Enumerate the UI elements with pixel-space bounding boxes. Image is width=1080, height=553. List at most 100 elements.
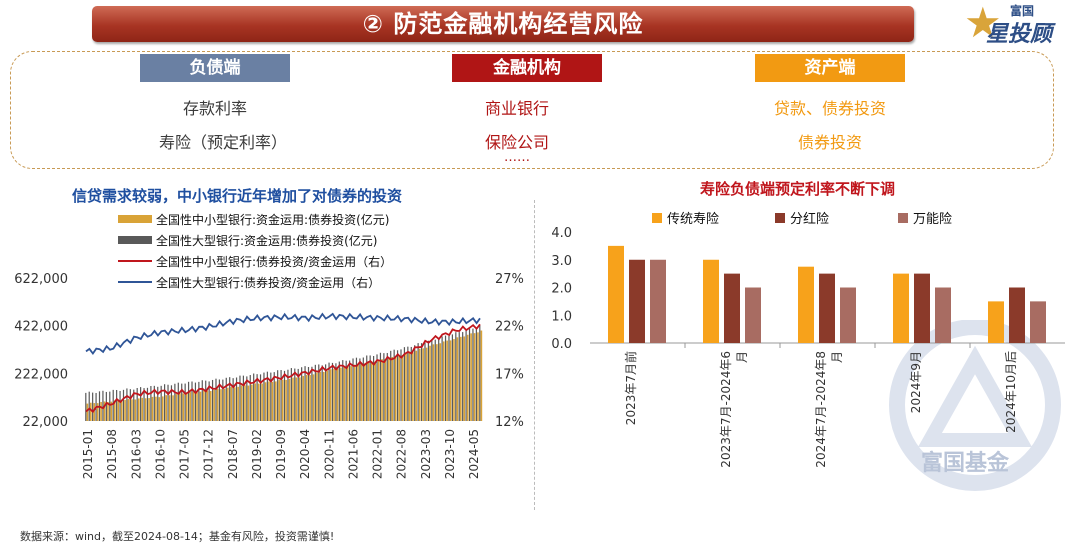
large-bank-bar [321, 365, 323, 421]
small-bank-bar [271, 381, 274, 421]
large-bank-bar [311, 366, 313, 421]
small-bank-bar [305, 374, 308, 421]
large-bank-bar [170, 385, 173, 421]
small-bank-bar [237, 386, 239, 421]
large-bank-bar [109, 391, 111, 421]
small-bank-bar [254, 383, 257, 421]
large-bank-bar [122, 389, 125, 421]
large-bank-bar [396, 350, 399, 421]
institution-ellipsis: …… [504, 150, 530, 165]
small-bank-bar [127, 399, 130, 421]
chart-divider [534, 200, 535, 510]
logo-top-text: 富国 [1010, 4, 1035, 18]
small-bank-bar [155, 396, 157, 421]
small-bank-bar [346, 366, 349, 421]
small-bank-bar [103, 401, 106, 421]
large-bank-bar [383, 353, 385, 421]
large-bank-bar [92, 392, 94, 421]
small-bank-bar [299, 377, 301, 421]
legend-swatch [118, 215, 152, 223]
small-bank-bar [206, 390, 209, 421]
small-bank-bar [120, 400, 123, 421]
x-category-label: 2023年7月-2024年6 月 [719, 351, 749, 468]
large-bank-bar [140, 387, 142, 421]
small-bank-bar [425, 347, 428, 421]
large-bank-bar [403, 347, 406, 421]
large-bank-bar [462, 332, 464, 421]
large-bank-bar [287, 369, 289, 421]
small-bank-bar [227, 387, 229, 421]
large-bank-bar [438, 338, 440, 421]
y-tick-label: 4.0 [551, 226, 572, 241]
large-bank-bar [259, 374, 262, 421]
large-bank-bar [218, 379, 221, 421]
bar-dividend [1009, 287, 1025, 343]
x-tick-label: 2024-05 [467, 429, 481, 479]
large-bank-bar [235, 377, 238, 421]
x-tick-label: 2021-06 [346, 429, 360, 479]
large-bank-bar [386, 352, 388, 421]
large-bank-bar [325, 364, 327, 421]
small-bank-bar [158, 397, 161, 421]
small-bank-bar [172, 395, 174, 421]
small-bank-bar [319, 371, 322, 421]
large-bank-ratio-line [85, 312, 481, 356]
large-bank-bar [283, 370, 286, 421]
large-bank-bar [472, 328, 474, 421]
large-bank-bar [208, 381, 210, 421]
small-bank-bar [213, 389, 215, 421]
small-bank-bar [415, 350, 418, 421]
large-bank-bar [307, 366, 310, 421]
large-bank-bar [331, 362, 334, 421]
large-bank-bar [143, 388, 145, 421]
legend-label: 全国性大型银行:债券投资/资金运用（右） [156, 275, 380, 290]
large-bank-bar [249, 375, 251, 421]
x-category-label: 2024年9月 [909, 351, 923, 413]
small-bank-bar [148, 398, 150, 421]
small-bank-bar [161, 396, 164, 421]
small-bank-bar [377, 360, 380, 421]
left-chart-title: 信贷需求较弱，中小银行近年增加了对债券的投资 [72, 187, 403, 205]
x-category-label-line: 2024年10月后 [1004, 351, 1018, 433]
bar-traditional [608, 245, 624, 343]
x-category-label-line: 2023年7月-2024年6 [719, 351, 733, 468]
large-bank-bar [174, 383, 176, 421]
small-bank-bar [223, 388, 226, 421]
small-bank-bar [285, 379, 287, 421]
large-bank-bar [417, 343, 419, 421]
small-bank-bar [350, 366, 353, 421]
bar-dividend [724, 273, 740, 343]
small-bank-bar [220, 389, 222, 421]
large-bank-bar [410, 346, 412, 421]
large-bank-bar [263, 372, 265, 421]
large-bank-bar [294, 368, 296, 421]
small-bank-bar [134, 399, 137, 421]
large-bank-bar [362, 357, 364, 421]
large-bank-bar [297, 368, 299, 421]
large-bank-bar [164, 384, 166, 421]
small-bank-bar [388, 358, 390, 421]
large-bank-bar [273, 372, 275, 421]
small-bank-bar [107, 402, 109, 421]
small-bank-bar [268, 381, 270, 421]
large-bank-bar [232, 378, 234, 421]
small-bank-bar [137, 398, 140, 421]
large-bank-bar [184, 383, 186, 421]
small-bank-bar [429, 345, 431, 421]
small-bank-bar [199, 391, 202, 421]
large-bank-bar [157, 386, 159, 421]
small-bank-bar [418, 348, 421, 421]
y-left-tick-label: 422,000 [14, 320, 68, 335]
small-bank-bar [405, 353, 407, 421]
large-bank-bar [379, 352, 382, 421]
large-bank-bar [102, 390, 104, 421]
small-bank-bar [302, 375, 305, 421]
x-category-label-line: 2024年9月 [909, 351, 923, 413]
small-bank-bar [316, 372, 318, 421]
small-bank-bar [353, 364, 356, 421]
small-bank-bar [336, 368, 339, 421]
bar-dividend [629, 259, 645, 343]
small-bank-bar [432, 344, 435, 421]
x-category-label-line: 月 [830, 351, 844, 363]
legend-swatch [118, 236, 152, 244]
